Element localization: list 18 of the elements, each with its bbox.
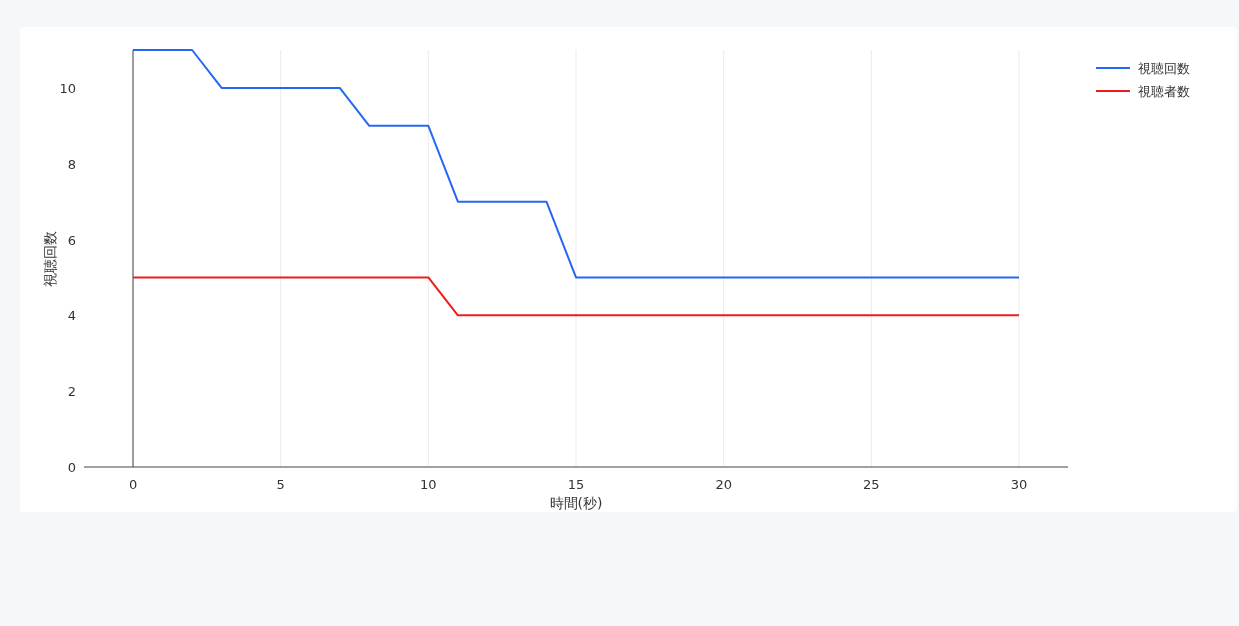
x-tick-label: 30 xyxy=(1010,477,1028,492)
legend-label: 視聴回数 xyxy=(1138,61,1190,76)
x-axis-title: 時間(秒) xyxy=(549,495,603,511)
x-tick-label: 20 xyxy=(715,477,732,492)
x-tick-label: 5 xyxy=(276,477,285,492)
x-tick-label: 25 xyxy=(863,477,880,492)
y-axis-title: 視聴回数 xyxy=(42,230,58,287)
y-tick-label: 6 xyxy=(67,232,76,248)
line-series xyxy=(132,49,1020,279)
x-tick-label: 0 xyxy=(128,477,138,492)
legend-label: 視聴者数 xyxy=(1138,84,1190,99)
y-tick-label: 2 xyxy=(67,384,76,400)
y-tick-label: 8 xyxy=(67,156,76,172)
y-tick-label: 10 xyxy=(59,80,76,96)
y-tick-label: 0 xyxy=(67,460,76,475)
x-tick-label: 15 xyxy=(567,477,585,492)
y-tick-label: 4 xyxy=(67,308,76,324)
x-tick-label: 10 xyxy=(420,477,437,492)
